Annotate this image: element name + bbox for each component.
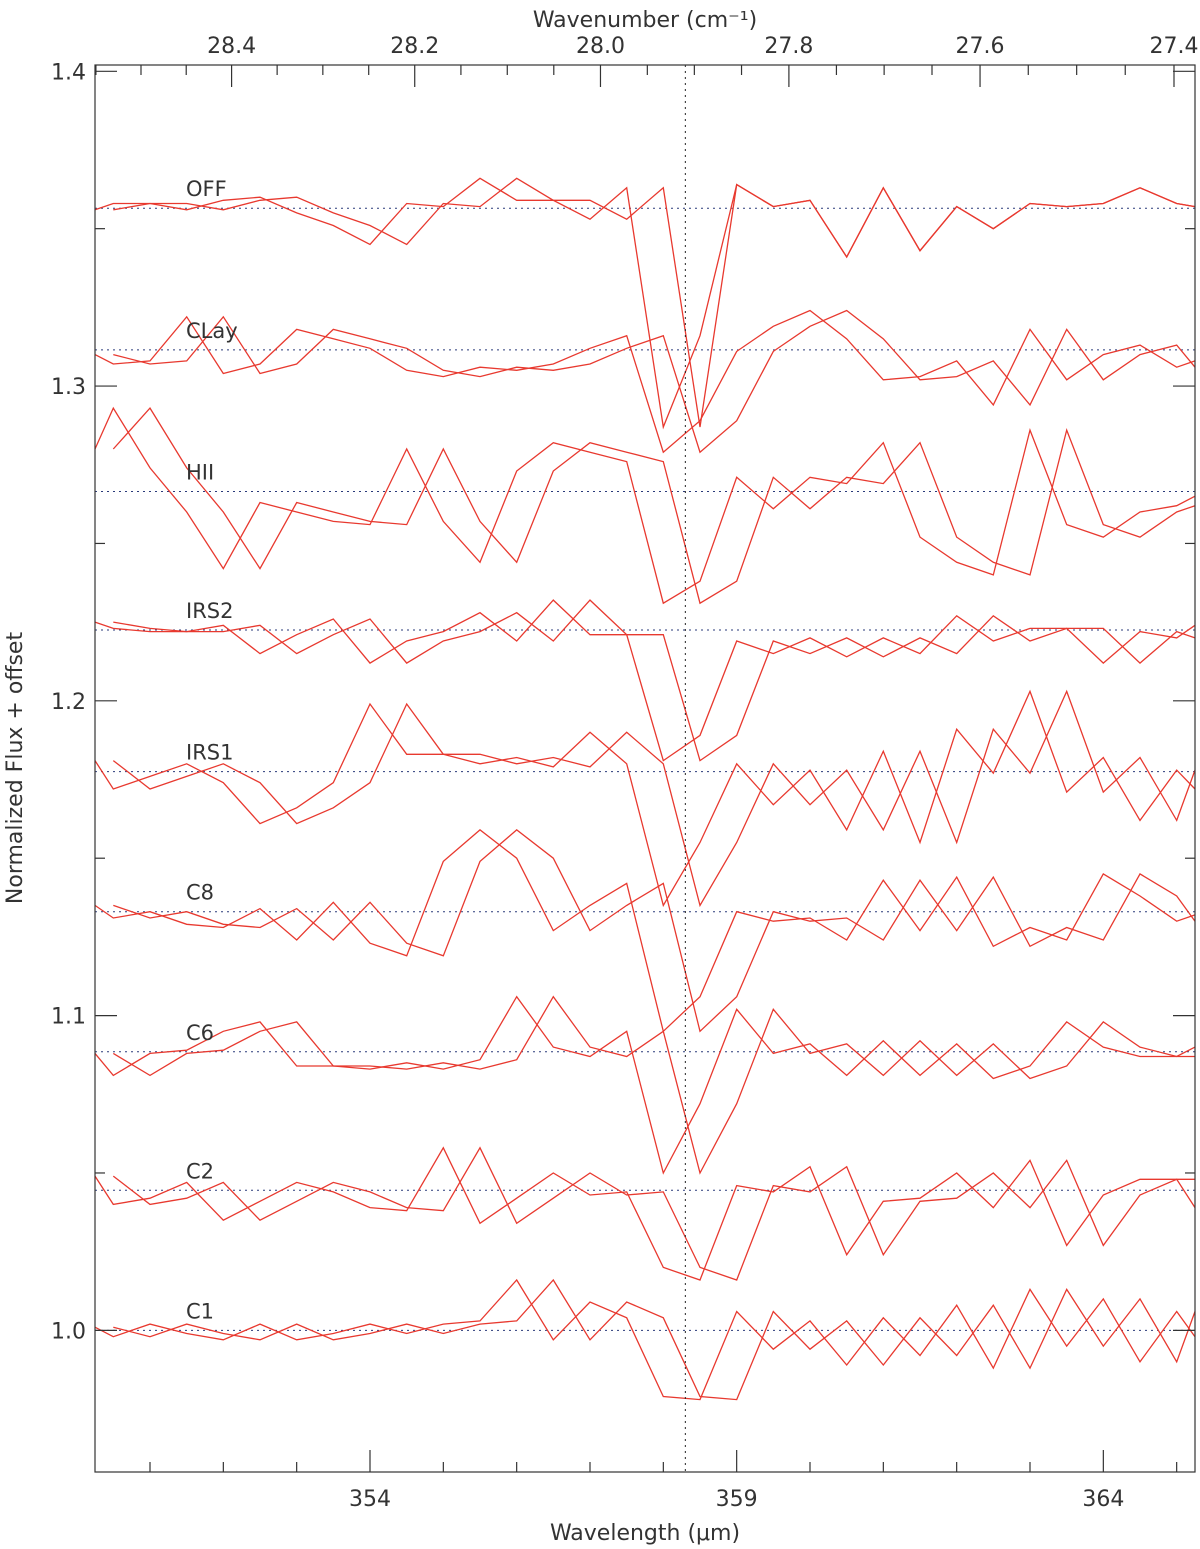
plot-frame — [94, 64, 1196, 1473]
series-line-clay-upper — [113, 309, 1196, 454]
y-tick-label: 1.0 — [51, 1319, 86, 1344]
series-label-c1: C1 — [186, 1299, 214, 1323]
y-tick-label: 1.4 — [51, 60, 86, 85]
x-tick-label: 354 — [349, 1487, 391, 1512]
series-labels: OFF CLay HII IRS2 IRS1 C8 C6 C2 C1 — [186, 177, 238, 1323]
x2-tick-label: 28.2 — [390, 34, 439, 59]
y-tick-label: 1.3 — [51, 375, 86, 400]
series-line-irs1-upper — [112, 689, 1196, 908]
axis-ticks: 354 359 364 28.4 28.2 28.0 27.8 27.6 27.4 1.0 1.1 1… — [51, 34, 1198, 1512]
series-line-c2-upper — [112, 1146, 1195, 1281]
series-line-c8-lower — [94, 829, 1196, 1033]
x2-tick-label: 27.8 — [764, 34, 813, 59]
series-line-clay-lower — [94, 309, 1196, 454]
series-lines — [94, 177, 1196, 1401]
top-axis-title: Wavenumber (cm⁻¹) — [533, 8, 757, 33]
series-label-irs2: IRS2 — [186, 599, 233, 623]
series-label-clay: CLay — [186, 319, 238, 343]
series-label-off: OFF — [186, 177, 227, 201]
x2-tick-label: 27.4 — [1149, 34, 1198, 59]
x-tick-label: 359 — [716, 1487, 758, 1512]
series-label-c6: C6 — [186, 1021, 214, 1045]
y-tick-label: 1.2 — [51, 690, 86, 715]
series-line-hii-upper — [112, 407, 1196, 605]
series-label-hii: HII — [186, 461, 214, 485]
y-tick-label: 1.1 — [51, 1005, 86, 1030]
series-line-irs2-upper — [113, 599, 1196, 762]
series-label-c8: C8 — [186, 881, 214, 905]
x-tick-label: 364 — [1082, 1487, 1124, 1512]
series-line-c6-lower — [94, 995, 1196, 1175]
series-line-c1-upper — [113, 1278, 1196, 1401]
x-axis-title: Wavelength (μm) — [550, 1521, 740, 1546]
series-line-c6-upper — [112, 995, 1195, 1175]
x2-tick-label: 28.4 — [207, 34, 256, 59]
series-line-off-lower — [94, 177, 1196, 430]
x2-tick-label: 28.0 — [576, 34, 625, 59]
series-line-irs1-lower — [94, 689, 1196, 908]
series-line-irs2-lower — [94, 599, 1196, 762]
series-line-c2-lower — [94, 1146, 1196, 1281]
series-line-c8-upper — [113, 829, 1196, 1033]
series-line-hii-lower — [94, 406, 1196, 605]
series-label-irs1: IRS1 — [186, 741, 233, 765]
series-label-c2: C2 — [186, 1159, 214, 1183]
series-line-c1-lower — [94, 1278, 1196, 1401]
y-axis-title: Normalized Flux + offset — [3, 632, 28, 905]
x2-tick-label: 27.6 — [956, 34, 1005, 59]
